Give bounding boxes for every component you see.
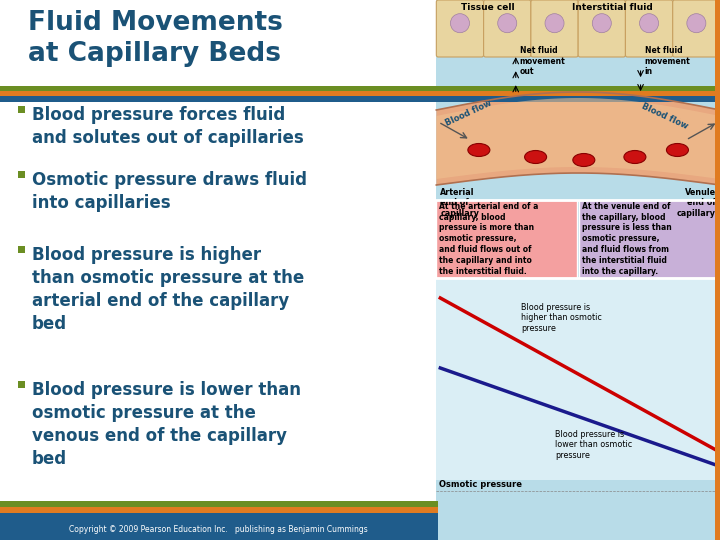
Text: Blood flow: Blood flow [444, 99, 493, 128]
Ellipse shape [667, 144, 688, 157]
Circle shape [593, 14, 611, 33]
Bar [436, 0, 720, 540]
Text: Fluid Movements
at Capillary Beds: Fluid Movements at Capillary Beds [28, 10, 283, 67]
Text: At the arterial end of a
capillary, blood
pressure is more than
osmotic pressure: At the arterial end of a capillary, bloo… [439, 202, 539, 275]
Bar [18, 106, 25, 113]
Ellipse shape [468, 144, 490, 157]
Circle shape [451, 14, 469, 33]
Bar [0, 0, 436, 540]
Ellipse shape [624, 151, 646, 164]
FancyBboxPatch shape [436, 0, 484, 57]
Text: Venule
end of
capillary: Venule end of capillary [677, 188, 716, 218]
FancyBboxPatch shape [578, 0, 626, 57]
Text: Blood pressure is higher
than osmotic pressure at the
arterial end of the capill: Blood pressure is higher than osmotic pr… [32, 246, 305, 333]
FancyBboxPatch shape [484, 0, 531, 57]
Bar [0, 501, 438, 507]
Text: Tissue cell: Tissue cell [461, 3, 514, 12]
Bar [579, 200, 720, 278]
Text: Arterial
end of
capillary: Arterial end of capillary [441, 188, 480, 218]
Ellipse shape [573, 153, 595, 166]
Text: Net fluid
movement
out: Net fluid movement out [520, 46, 565, 76]
Text: Osmotic pressure: Osmotic pressure [439, 481, 522, 489]
Bar [436, 200, 577, 278]
Text: Net fluid
movement
in: Net fluid movement in [644, 46, 690, 76]
FancyBboxPatch shape [626, 0, 672, 57]
Bar [0, 520, 438, 540]
Bar [715, 0, 720, 540]
Bar [0, 91, 720, 96]
Bar [18, 171, 25, 178]
Text: Blood pressure is lower than
osmotic pressure at the
venous end of the capillary: Blood pressure is lower than osmotic pre… [32, 381, 301, 468]
Text: Blood pressure is
higher than osmotic
pressure: Blood pressure is higher than osmotic pr… [521, 303, 603, 333]
Text: At the venule end of
the capillary, blood
pressure is less than
osmotic pressure: At the venule end of the capillary, bloo… [582, 202, 672, 275]
Text: Blood pressure is
lower than osmotic
pressure: Blood pressure is lower than osmotic pre… [555, 430, 633, 460]
Bar [0, 513, 438, 520]
Bar [0, 507, 438, 513]
Bar [0, 86, 720, 91]
Circle shape [639, 14, 659, 33]
Text: Osmotic pressure draws fluid
into capillaries: Osmotic pressure draws fluid into capill… [32, 171, 307, 212]
Text: Copyright © 2009 Pearson Education Inc.   publishing as Benjamin Cummings: Copyright © 2009 Pearson Education Inc. … [69, 525, 367, 535]
Circle shape [498, 14, 517, 33]
Text: Blood flow: Blood flow [641, 102, 690, 131]
Bar [18, 246, 25, 253]
Ellipse shape [525, 151, 546, 164]
Bar [18, 381, 25, 388]
Circle shape [687, 14, 706, 33]
Text: Blood pressure forces fluid
and solutes out of capillaries: Blood pressure forces fluid and solutes … [32, 106, 304, 147]
Bar [436, 278, 720, 480]
FancyBboxPatch shape [672, 0, 720, 57]
Circle shape [545, 14, 564, 33]
Text: Interstitial fluid: Interstitial fluid [572, 3, 652, 12]
Bar [0, 96, 720, 102]
FancyBboxPatch shape [531, 0, 578, 57]
